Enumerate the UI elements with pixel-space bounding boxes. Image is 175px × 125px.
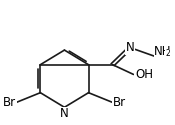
Text: N: N [60,107,69,120]
Text: OH: OH [135,68,153,81]
Text: NH: NH [154,45,172,58]
Text: 2: 2 [165,49,170,58]
Text: N: N [126,41,135,54]
Text: Br: Br [113,96,126,109]
Text: Br: Br [3,96,16,109]
